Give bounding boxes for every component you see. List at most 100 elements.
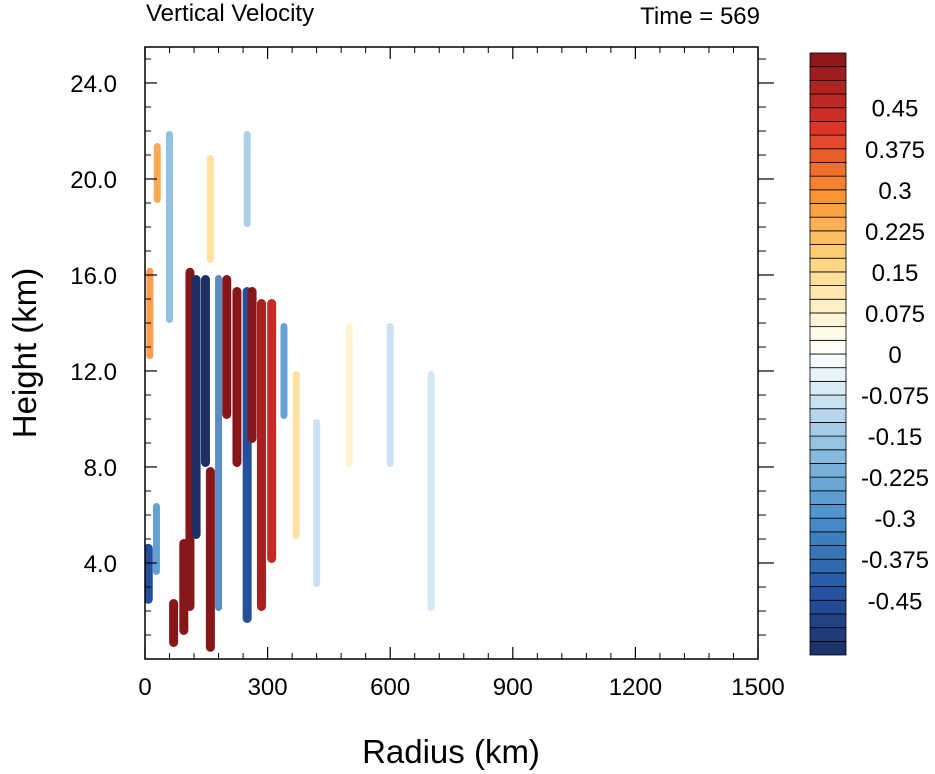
colorbar-box (809, 271, 847, 286)
velocity-streak-12 (232, 287, 242, 467)
colorbar-box (809, 216, 847, 232)
velocity-streak-3 (152, 503, 160, 575)
colorbar-box (809, 572, 847, 587)
velocity-streak-16 (267, 299, 277, 563)
x-tick-label: 0 (138, 674, 151, 701)
x-tick-label: 900 (493, 674, 533, 701)
colorbar-box (809, 134, 847, 150)
colorbar-label: -0.225 (861, 465, 929, 492)
velocity-streak-1 (145, 543, 153, 604)
colorbar-box (809, 476, 847, 492)
colorbar-label: 0.075 (865, 301, 925, 328)
chart-title: Vertical Velocity (146, 0, 314, 27)
colorbar-box (809, 244, 847, 259)
colorbar-label: 0.375 (865, 137, 925, 164)
velocity-streak-25 (243, 131, 251, 227)
colorbar-box (809, 326, 847, 341)
colorbar-label: -0.45 (868, 588, 923, 615)
colorbar-box (809, 285, 847, 300)
colorbar-label: -0.3 (874, 506, 915, 533)
velocity-streak-21 (386, 323, 394, 467)
colorbar-label: -0.375 (861, 547, 929, 574)
colorbar-box (809, 422, 847, 437)
y-tick-label: 4.0 (84, 551, 117, 578)
velocity-streak-7 (191, 275, 201, 539)
colorbar-box (809, 640, 847, 656)
velocity-streak-20 (345, 323, 353, 467)
velocity-streak-2 (153, 143, 161, 203)
colorbar-box (809, 504, 847, 519)
colorbar-box (809, 353, 847, 369)
colorbar-label: 0.15 (872, 260, 919, 287)
colorbar-box (809, 408, 847, 423)
colorbar-box (809, 93, 847, 109)
colorbar-box (809, 558, 847, 574)
colorbar-box (809, 66, 847, 81)
plot-frame (144, 46, 759, 660)
colorbar-label: -0.075 (861, 383, 929, 410)
colorbar-box (809, 490, 847, 505)
colorbar-box (809, 367, 847, 382)
colorbar-box (809, 298, 847, 314)
x-axis-label: Radius (km) (362, 733, 540, 770)
velocity-streak-4 (169, 599, 179, 647)
colorbar-box (809, 230, 847, 245)
colorbar-box (809, 121, 847, 136)
velocity-streak-11 (222, 275, 232, 419)
colorbar-label: -0.15 (868, 424, 923, 451)
colorbar-box (809, 52, 847, 68)
colorbar-box (809, 380, 847, 396)
velocity-streak-9 (205, 467, 215, 652)
velocity-streak-8 (200, 275, 210, 467)
colorbar-box (809, 189, 847, 204)
y-tick-label: 12.0 (70, 359, 117, 386)
heatmap-field (145, 131, 435, 652)
velocity-streak-15 (256, 299, 266, 611)
colorbar-box (809, 531, 847, 546)
colorbar-box (809, 79, 847, 95)
velocity-streak-22 (427, 371, 435, 611)
colorbar-label: 0.225 (865, 219, 925, 246)
y-tick-label: 16.0 (70, 263, 117, 290)
axis-ticks (144, 47, 774, 659)
colorbar-box (809, 162, 847, 177)
colorbar-labels: 0.45 0.375 0.3 0.225 0.15 0.075 0 -0.075 -0.15 -0… (861, 96, 929, 616)
colorbar-box (809, 613, 847, 629)
colorbar-box (809, 449, 847, 464)
colorbar (809, 52, 847, 656)
velocity-streak-23 (166, 131, 174, 323)
colorbar-box (809, 394, 847, 410)
y-tick-label: 24.0 (70, 71, 117, 98)
colorbar-box (809, 627, 847, 642)
colorbar-label: 0.45 (872, 96, 919, 123)
velocity-streak-24 (206, 155, 214, 263)
colorbar-box (809, 203, 847, 218)
colorbar-box (809, 339, 847, 355)
colorbar-box (809, 599, 847, 615)
colorbar-box (809, 107, 847, 122)
x-tick-label: 600 (370, 674, 410, 701)
colorbar-box (809, 545, 847, 560)
velocity-streak-10 (215, 275, 223, 611)
velocity-streak-19 (313, 419, 321, 587)
time-label: Time = 569 (640, 3, 760, 30)
y-tick-label: 8.0 (84, 455, 117, 482)
colorbar-box (809, 517, 847, 533)
colorbar-box (809, 257, 847, 273)
velocity-streak-14 (247, 287, 257, 443)
colorbar-box (809, 435, 847, 451)
velocity-streak-0 (146, 267, 154, 359)
y-axis-label: Height (km) (6, 268, 43, 439)
colorbar-box (809, 586, 847, 601)
x-tick-label: 1500 (731, 674, 784, 701)
colorbar-box (809, 175, 847, 191)
x-tick-label: 300 (248, 674, 288, 701)
colorbar-label: 0 (888, 342, 901, 369)
colorbar-box (809, 312, 847, 328)
colorbar-box (809, 148, 847, 163)
colorbar-label: 0.3 (878, 178, 911, 205)
y-tick-label: 20.0 (70, 167, 117, 194)
colorbar-box (809, 463, 847, 478)
axis-tick-labels: 0 300 600 900 1200 1500 4.0 8.0 12.0 16.0 20.0 24.0 (70, 71, 784, 701)
